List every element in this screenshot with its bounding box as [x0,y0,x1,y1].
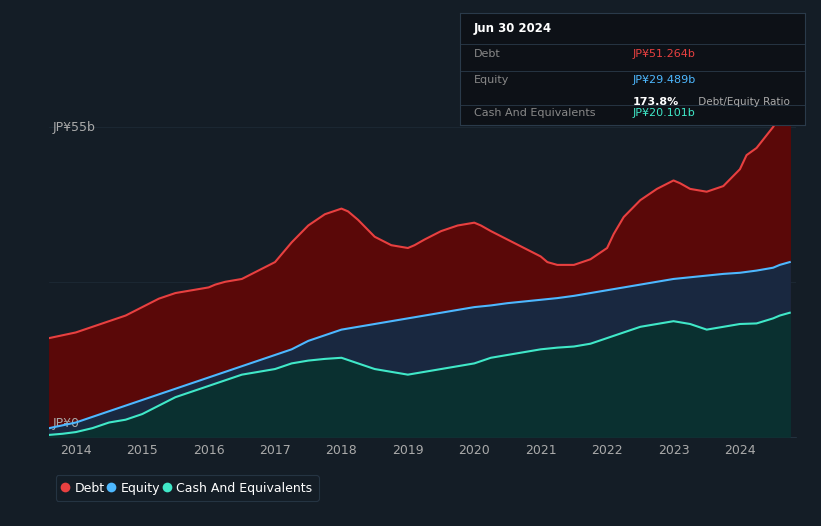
Text: JP¥55b: JP¥55b [53,120,96,134]
Text: Debt: Debt [474,49,501,59]
Text: Cash And Equivalents: Cash And Equivalents [474,108,595,118]
Text: Equity: Equity [474,75,509,85]
Text: JP¥51.264b: JP¥51.264b [632,49,695,59]
Text: JP¥20.101b: JP¥20.101b [632,108,695,118]
Text: JP¥0: JP¥0 [53,417,80,430]
Text: Jun 30 2024: Jun 30 2024 [474,22,552,35]
Text: JP¥29.489b: JP¥29.489b [632,75,695,85]
Text: 173.8%: 173.8% [632,97,679,107]
Legend: Debt, Equity, Cash And Equivalents: Debt, Equity, Cash And Equivalents [56,476,319,501]
Text: Debt/Equity Ratio: Debt/Equity Ratio [695,97,790,107]
